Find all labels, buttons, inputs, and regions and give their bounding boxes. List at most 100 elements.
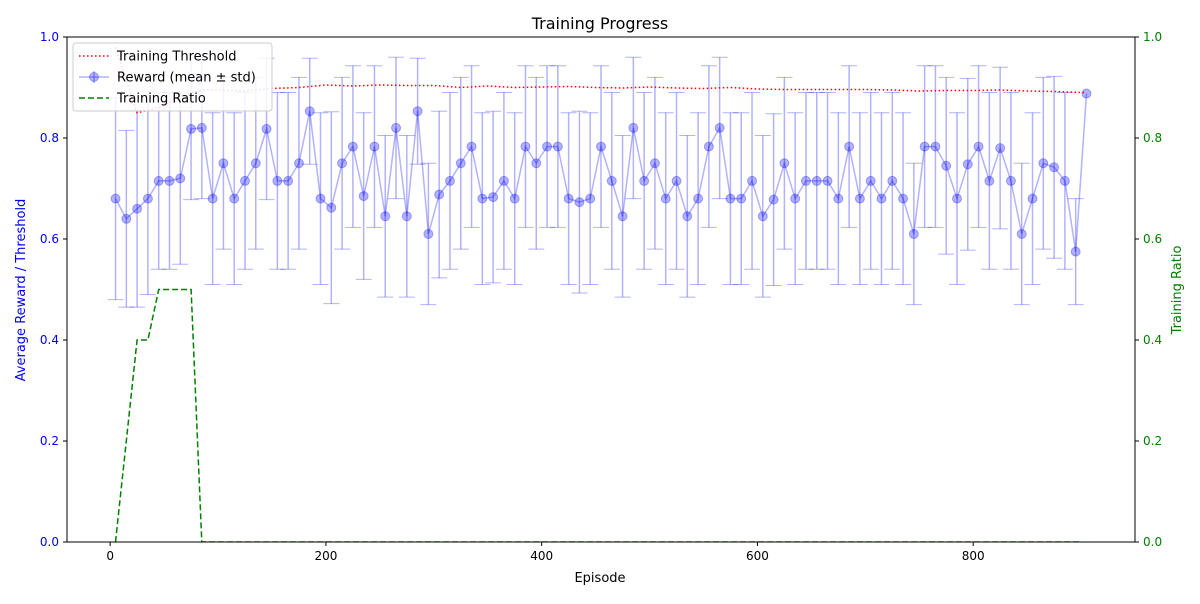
reward-point (477, 193, 488, 204)
y-tick-label-right: 0.6 (1143, 232, 1162, 246)
y-tick-label-left: 0.0 (40, 535, 59, 549)
x-tick-label: 600 (746, 549, 769, 563)
reward-point (1005, 175, 1016, 186)
reward-point (531, 158, 542, 169)
reward-point (423, 228, 434, 239)
reward-point (757, 211, 768, 222)
x-tick-label: 200 (314, 549, 337, 563)
plot-frame (66, 36, 1136, 543)
reward-point (898, 193, 909, 204)
reward-point (250, 158, 261, 169)
reward-point (930, 141, 941, 152)
x-tick-label: 400 (530, 549, 553, 563)
reward-point (714, 122, 725, 133)
reward-point (768, 194, 779, 205)
reward-point (207, 193, 218, 204)
reward-point (800, 175, 811, 186)
legend-label-ratio: Training Ratio (116, 92, 206, 107)
chart-title: Training Progress (531, 14, 669, 33)
reward-point (596, 141, 606, 152)
reward-point (132, 203, 143, 214)
reward-point (1027, 193, 1038, 204)
reward-point (391, 122, 402, 133)
x-tick-label: 800 (962, 549, 985, 563)
reward-point (229, 193, 240, 204)
reward-point (887, 175, 898, 186)
reward-point (682, 211, 693, 222)
reward-point (186, 123, 197, 134)
legend-swatch-reward-marker (89, 72, 99, 82)
reward-point (811, 175, 822, 186)
reward-point (563, 193, 574, 204)
reward-point (1081, 88, 1092, 99)
x-axis-label: Episode (574, 571, 625, 586)
y-tick-label-right: 0.2 (1143, 434, 1162, 448)
reward-point (984, 175, 995, 186)
reward-point (488, 192, 499, 203)
reward-point (175, 173, 186, 184)
legend-label-threshold: Training Threshold (116, 50, 237, 65)
y-axis-label-right: Training Ratio (1170, 246, 1185, 336)
reward-point (240, 175, 250, 186)
y-tick-label-left: 0.4 (40, 333, 59, 347)
reward-point (660, 193, 671, 204)
reward-point (973, 141, 984, 152)
legend: Training Threshold Reward (mean ± std) Tra… (72, 42, 273, 112)
reward-point (790, 193, 801, 204)
reward-point (304, 106, 315, 117)
reward-point (952, 193, 962, 204)
reward-point (617, 211, 628, 222)
axes-layer: 0 200 400 600 800 0.0 0.2 0.4 0.6 0.8 1.0 0.0 0.2 0.4… (40, 30, 1162, 563)
reward-point (671, 175, 682, 186)
legend-label-reward: Reward (mean ± std) (117, 71, 256, 86)
reward-point (434, 189, 445, 200)
reward-point (498, 175, 509, 186)
reward-point (164, 175, 175, 186)
reward-point (315, 193, 326, 204)
reward-point (1070, 246, 1081, 257)
reward-point (703, 141, 714, 152)
reward-point (725, 193, 736, 204)
reward-point (854, 193, 865, 204)
reward-point (552, 141, 563, 152)
reward-point (401, 211, 412, 222)
reward-point (520, 141, 531, 152)
reward-point (1059, 175, 1070, 186)
y-tick-label-right: 0.4 (1143, 333, 1162, 347)
reward-point (639, 175, 650, 186)
reward-point (283, 175, 294, 186)
reward-point (995, 143, 1006, 154)
y-tick-label-right: 0.0 (1143, 535, 1162, 549)
reward-point (542, 141, 553, 152)
reward-point (606, 175, 617, 186)
reward-point (455, 158, 466, 169)
reward-series-line (114, 93, 1088, 252)
reward-point (218, 158, 229, 169)
reward-point (585, 193, 596, 204)
y-tick-label-left: 0.8 (40, 131, 59, 145)
reward-point (919, 141, 930, 152)
y-tick-label-right: 1.0 (1143, 30, 1162, 44)
x-tick-label: 0 (106, 549, 114, 563)
reward-point (412, 106, 423, 117)
reward-point (347, 141, 358, 152)
reward-point (865, 175, 876, 186)
reward-point (121, 213, 132, 224)
reward-point (326, 202, 337, 213)
reward-point (1038, 158, 1049, 169)
y-tick-label-left: 0.2 (40, 434, 59, 448)
reward-point (649, 158, 660, 169)
reward-point (509, 193, 520, 204)
reward-point (844, 141, 855, 152)
reward-point (1016, 228, 1027, 239)
reward-point (369, 141, 380, 152)
reward-point (293, 158, 304, 169)
reward-point (779, 158, 790, 169)
reward-point (261, 123, 272, 134)
legend-box (72, 42, 273, 112)
reward-point (142, 193, 153, 204)
y-tick-label-left: 0.6 (40, 232, 59, 246)
reward-point (574, 197, 585, 208)
reward-point (1049, 162, 1060, 173)
